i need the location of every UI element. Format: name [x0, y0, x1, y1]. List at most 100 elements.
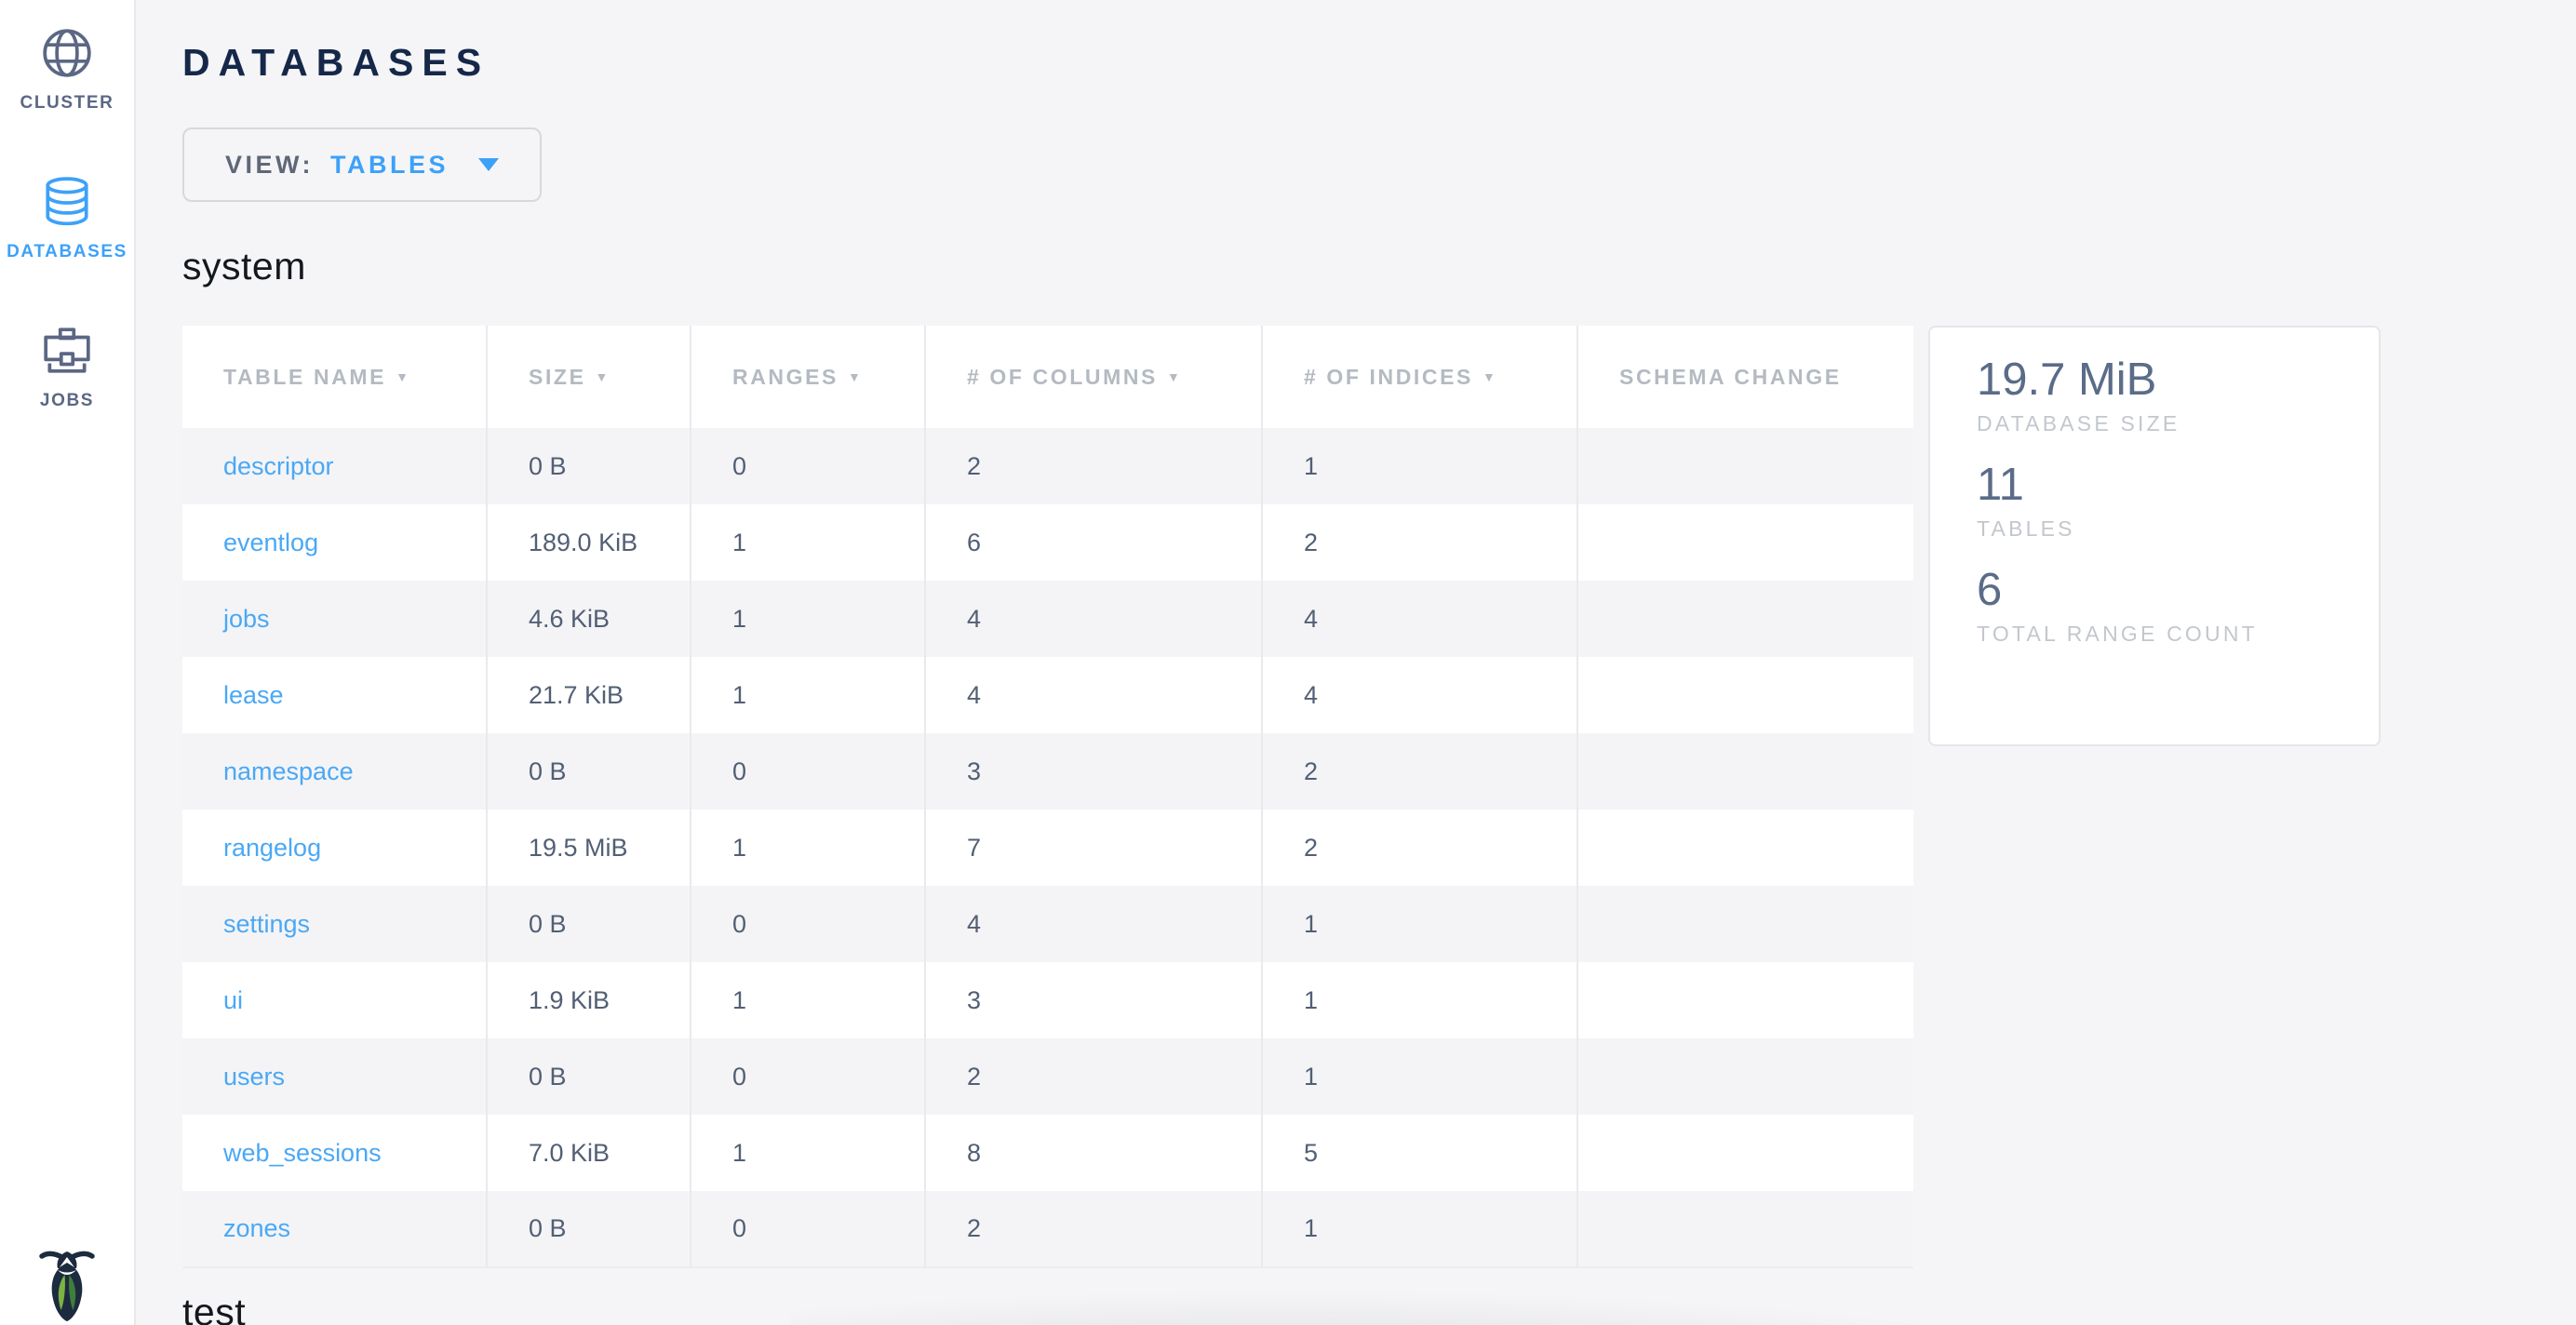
stat-value: 6 [1977, 564, 2003, 615]
column-header-ranges[interactable]: RANGES ▼ [691, 326, 926, 428]
column-header-size[interactable]: SIZE ▼ [487, 326, 691, 428]
table-name-link[interactable]: namespace [223, 756, 354, 785]
stat-label: DATABASE SIZE [1977, 410, 2180, 435]
columns-cell: 6 [925, 504, 1263, 581]
briefcase-icon [41, 322, 93, 380]
table-row: users 0 B 0 2 1 [182, 1038, 1913, 1115]
main-content: DATABASES VIEW: TABLES system TABLE NAME… [138, 0, 2576, 1325]
column-header-table-name[interactable]: TABLE NAME ▼ [182, 326, 488, 428]
table-row: ui 1.9 KiB 1 3 1 [182, 962, 1913, 1038]
schema-change-cell [1577, 1038, 1913, 1115]
size-cell: 1.9 KiB [487, 962, 691, 1038]
table-name-link[interactable]: web_sessions [223, 1138, 382, 1167]
ranges-cell: 0 [691, 1038, 926, 1115]
table-row: eventlog 189.0 KiB 1 6 2 [182, 504, 1913, 581]
table-name-link[interactable]: zones [223, 1214, 291, 1242]
table-row: jobs 4.6 KiB 1 4 4 [182, 581, 1913, 657]
sort-arrow-icon: ▼ [1166, 368, 1183, 384]
stat-value: 11 [1977, 459, 2024, 510]
stat-label: TABLES [1977, 515, 2075, 541]
sidebar-item-label: JOBS [39, 391, 95, 410]
columns-cell: 2 [925, 1038, 1263, 1115]
size-cell: 0 B [487, 1191, 691, 1267]
sidebar-item-cluster[interactable]: CLUSTER [0, 24, 134, 114]
columns-cell: 3 [925, 962, 1263, 1038]
sidebar-item-databases[interactable]: DATABASES [0, 173, 134, 262]
schema-change-cell [1577, 657, 1913, 733]
sort-arrow-icon: ▼ [396, 368, 411, 384]
page-title: DATABASES [182, 41, 490, 84]
table-row: zones 0 B 0 2 1 [182, 1191, 1913, 1267]
table-name-link[interactable]: lease [223, 680, 284, 709]
table-name-link[interactable]: eventlog [223, 528, 319, 556]
columns-cell: 4 [925, 657, 1263, 733]
schema-change-cell [1577, 504, 1913, 581]
schema-change-cell [1577, 962, 1913, 1038]
ranges-cell: 1 [691, 1115, 926, 1191]
column-header-schema-change: SCHEMA CHANGE [1577, 326, 1913, 428]
size-cell: 21.7 KiB [487, 657, 691, 733]
size-cell: 7.0 KiB [487, 1115, 691, 1191]
table-name-link[interactable]: rangelog [223, 833, 322, 862]
indices-cell: 4 [1262, 657, 1578, 733]
ranges-cell: 1 [691, 581, 926, 657]
ranges-cell: 0 [691, 428, 926, 504]
ranges-cell: 1 [691, 504, 926, 581]
section-heading-test: test [182, 1291, 247, 1325]
schema-change-cell [1577, 810, 1913, 886]
view-selector-dropdown[interactable]: VIEW: TABLES [182, 127, 543, 202]
columns-cell: 4 [925, 581, 1263, 657]
table-row: lease 21.7 KiB 1 4 4 [182, 657, 1913, 733]
columns-cell: 8 [925, 1115, 1263, 1191]
chevron-down-icon [478, 158, 500, 171]
schema-change-cell [1577, 1115, 1913, 1191]
column-header-num-columns[interactable]: # OF COLUMNS ▼ [925, 326, 1263, 428]
columns-cell: 7 [925, 810, 1263, 886]
stat-total-range-count: 6 TOTAL RANGE COUNT [1977, 564, 2351, 647]
view-selector-value: TABLES [330, 150, 449, 179]
sidebar-item-jobs[interactable]: JOBS [0, 322, 134, 411]
schema-change-cell [1577, 1191, 1913, 1267]
columns-cell: 2 [925, 1191, 1263, 1267]
table-name-link[interactable]: descriptor [223, 451, 334, 480]
sidebar-item-label: CLUSTER [20, 93, 114, 113]
table-name-link[interactable]: jobs [223, 604, 270, 633]
indices-cell: 2 [1262, 733, 1578, 810]
table-name-link[interactable]: users [223, 1062, 286, 1091]
columns-cell: 4 [925, 886, 1263, 962]
cockroach-bug-logo [36, 1238, 98, 1323]
table-name-link[interactable]: ui [223, 985, 244, 1014]
sidebar-nav: CLUSTER DATABASES [0, 0, 134, 411]
stat-tables: 11 TABLES [1977, 459, 2351, 542]
table-row: namespace 0 B 0 3 2 [182, 733, 1913, 810]
sidebar-item-label: DATABASES [7, 242, 127, 261]
columns-cell: 3 [925, 733, 1263, 810]
columns-cell: 2 [925, 428, 1263, 504]
table-row: settings 0 B 0 4 1 [182, 886, 1913, 962]
indices-cell: 1 [1262, 1191, 1578, 1267]
indices-cell: 1 [1262, 428, 1578, 504]
system-tables-table: TABLE NAME ▼ SIZE ▼ RANGES ▼ # OF COLUMNS ▼ … [182, 326, 1913, 1268]
size-cell: 0 B [487, 428, 691, 504]
size-cell: 19.5 MiB [487, 810, 691, 886]
ranges-cell: 1 [691, 810, 926, 886]
stat-database-size: 19.7 MiB DATABASE SIZE [1977, 355, 2351, 436]
table-header-row: TABLE NAME ▼ SIZE ▼ RANGES ▼ # OF COLUMNS ▼ … [182, 326, 1913, 428]
sidebar: CLUSTER DATABASES [0, 0, 136, 1325]
ranges-cell: 0 [691, 886, 926, 962]
stat-value: 19.7 MiB [1977, 355, 2157, 405]
indices-cell: 1 [1262, 962, 1578, 1038]
column-header-num-indices[interactable]: # OF INDICES ▼ [1262, 326, 1578, 428]
table-name-link[interactable]: settings [223, 909, 311, 938]
size-cell: 0 B [487, 1038, 691, 1115]
indices-cell: 1 [1262, 886, 1578, 962]
schema-change-cell [1577, 733, 1913, 810]
database-summary-card: 19.7 MiB DATABASE SIZE 11 TABLES 6 TOTAL… [1928, 326, 2381, 746]
size-cell: 4.6 KiB [487, 581, 691, 657]
sort-arrow-icon: ▼ [595, 368, 610, 384]
ranges-cell: 0 [691, 1191, 926, 1267]
table-row: web_sessions 7.0 KiB 1 8 5 [182, 1115, 1913, 1191]
size-cell: 189.0 KiB [487, 504, 691, 581]
stat-label: TOTAL RANGE COUNT [1977, 621, 2258, 646]
schema-change-cell [1577, 581, 1913, 657]
